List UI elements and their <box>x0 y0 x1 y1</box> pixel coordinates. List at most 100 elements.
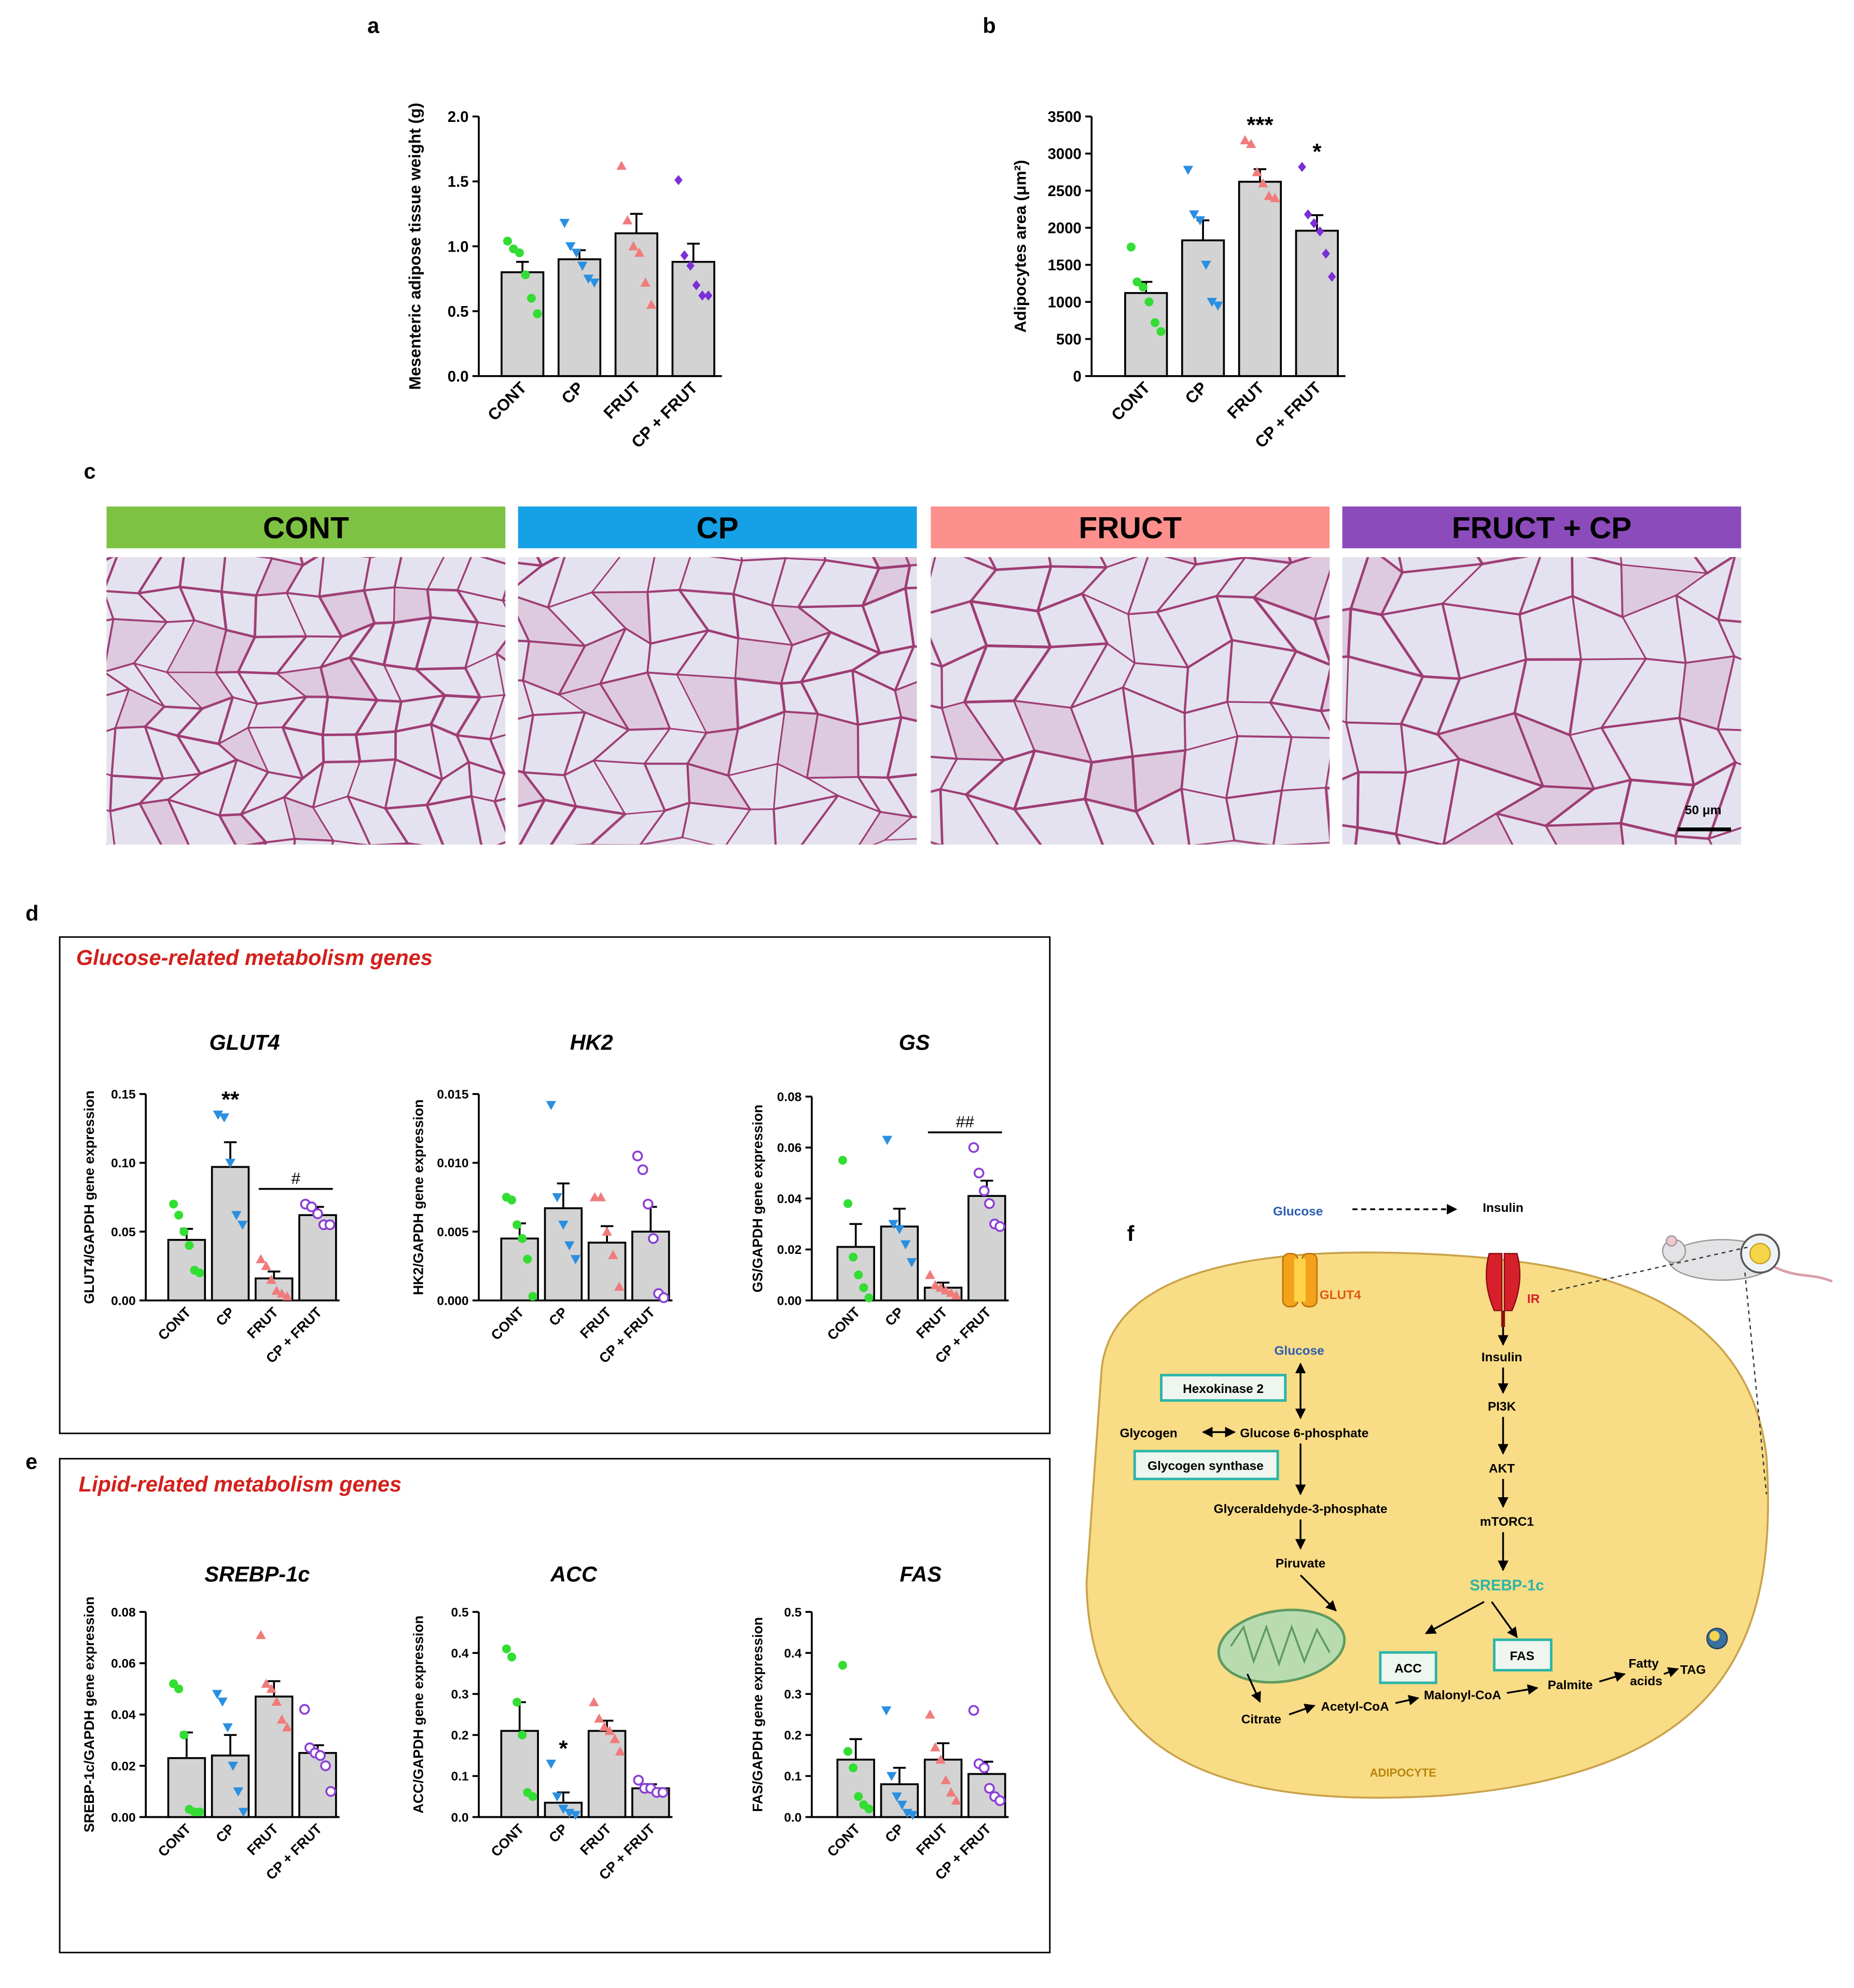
y-tick-label: 3500 <box>1048 108 1082 126</box>
data-point <box>658 1292 669 1303</box>
data-point <box>864 1293 874 1303</box>
pathway-label: Glyceraldehyde-3-phosphate <box>1214 1502 1388 1516</box>
data-point <box>940 1775 951 1785</box>
data-point <box>552 1792 562 1802</box>
histology-image <box>1342 557 1741 845</box>
x-tick-label: CP <box>882 1821 907 1846</box>
data-point <box>571 248 582 258</box>
data-point <box>628 241 639 251</box>
data-point <box>859 1283 868 1292</box>
x-tick-label: FRUT <box>577 1304 614 1342</box>
data-point <box>838 1661 847 1670</box>
data-point <box>1144 297 1154 307</box>
data-point <box>212 1690 223 1700</box>
x-tick-label: CP <box>558 378 587 408</box>
data-point <box>174 1210 184 1220</box>
data-point <box>256 1254 266 1263</box>
x-tick-label: FRUT <box>1223 378 1268 422</box>
cell-membrane <box>312 795 371 845</box>
y-tick-label: 0.00 <box>111 1811 135 1825</box>
x-tick-label: CONT <box>1108 378 1154 424</box>
enzyme-box <box>1133 1449 1279 1481</box>
data-point <box>527 294 536 303</box>
data-point <box>888 1220 898 1230</box>
y-tick-label: 1000 <box>1048 294 1082 311</box>
cell-membrane <box>904 586 917 648</box>
data-point <box>518 1234 527 1243</box>
data-point <box>179 1730 189 1739</box>
bar-chart: HK2 HK2/GAPDH gene expression 0.000 0.005 0.… <box>411 1030 673 1366</box>
scale-bar-label: 50 μm <box>1685 803 1722 817</box>
data-point <box>849 1763 858 1773</box>
data-point <box>523 1254 532 1264</box>
y-tick-label: 0.06 <box>777 1141 801 1155</box>
data-point <box>552 1193 562 1203</box>
data-point <box>946 1288 957 1297</box>
cell-membrane <box>331 839 369 845</box>
cell-membrane <box>456 589 506 627</box>
y-tick-label: 0.0 <box>451 1811 469 1825</box>
significance-mark: * <box>559 1736 568 1761</box>
data-point <box>217 1697 228 1707</box>
bar <box>587 1730 627 1818</box>
data-point <box>231 1211 242 1220</box>
data-point <box>558 1220 569 1230</box>
data-point <box>507 1652 517 1662</box>
bar <box>967 1195 1006 1302</box>
data-point <box>507 1195 517 1205</box>
y-tick-label: 0.3 <box>451 1688 469 1702</box>
panel-box <box>59 936 1051 1434</box>
bar-chart: GLUT4 GLUT4/GAPDH gene expression 0.00 0.05… <box>81 1030 340 1366</box>
cell-membrane <box>965 794 1042 845</box>
data-point <box>306 1201 317 1212</box>
data-point <box>315 1750 326 1761</box>
data-point <box>528 1792 537 1801</box>
group-header <box>931 506 1330 548</box>
section-title: Lipid-related metabolism genes <box>79 1472 402 1496</box>
cell-membrane <box>682 802 751 845</box>
data-point <box>614 1281 625 1291</box>
data-point <box>570 1255 581 1264</box>
insulin-receptor <box>1485 1253 1521 1327</box>
data-point <box>984 1198 995 1209</box>
data-point <box>838 1155 847 1165</box>
data-point <box>935 1282 946 1292</box>
y-tick-label: 1500 <box>1048 257 1082 274</box>
enzyme-label: FAS <box>1510 1649 1534 1663</box>
chart-title: ACC <box>550 1562 598 1586</box>
data-point <box>604 1725 615 1735</box>
data-point <box>1269 193 1280 202</box>
cell-membrane <box>725 808 777 845</box>
data-point <box>219 1113 229 1123</box>
x-tick-label: CONT <box>155 1304 194 1343</box>
data-point <box>843 1747 853 1756</box>
data-point <box>608 1250 618 1259</box>
cell-membrane <box>109 803 162 845</box>
data-point <box>1246 139 1256 148</box>
pathway-label: ADIPOCYTE <box>1370 1766 1436 1779</box>
data-point <box>925 1709 935 1719</box>
bar <box>587 1241 627 1302</box>
y-tick-label: 0.15 <box>111 1088 135 1102</box>
data-point <box>622 215 633 225</box>
chart-title: GS <box>899 1030 930 1054</box>
adipocyte-cell <box>1085 1251 1769 1799</box>
data-point <box>946 1787 957 1797</box>
x-tick-label: CONT <box>484 378 530 424</box>
bar <box>501 271 545 377</box>
arrow <box>1599 1672 1626 1682</box>
cell-membrane <box>494 772 506 803</box>
bar <box>500 1237 539 1302</box>
data-point <box>558 1804 569 1814</box>
arrow <box>1289 1704 1316 1716</box>
cell-membrane <box>496 841 506 845</box>
data-point <box>513 1220 522 1230</box>
y-tick-label: 3000 <box>1048 146 1082 163</box>
x-tick-label: CP <box>213 1821 238 1846</box>
data-point <box>1156 327 1166 336</box>
y-tick-label: 0.1 <box>784 1770 801 1784</box>
data-point <box>994 1795 1005 1806</box>
panel-label: b <box>983 13 995 37</box>
chart-title: FAS <box>900 1562 942 1586</box>
